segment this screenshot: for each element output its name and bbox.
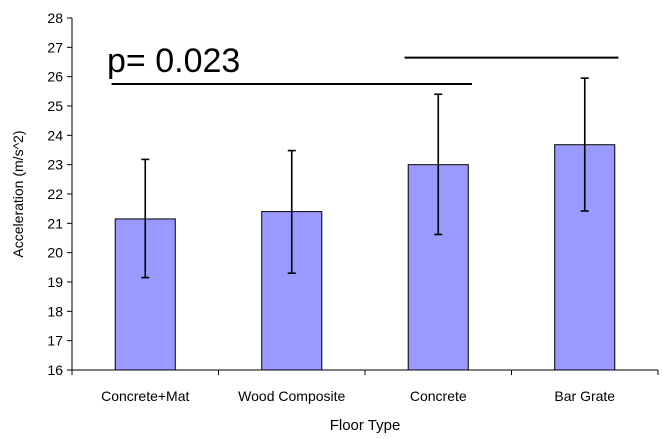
y-tick-label: 18 (47, 303, 63, 319)
y-tick-label: 28 (47, 10, 63, 26)
y-tick-label: 26 (47, 69, 63, 85)
x-labels-layer: Concrete+Mat Wood Composite Concrete Bar Gr… (71, 370, 659, 404)
y-tick-label: 22 (47, 186, 63, 202)
x-category-label: Bar Grate (554, 388, 615, 404)
y-tick-label: 24 (47, 127, 63, 143)
y-tick-label: 19 (47, 274, 63, 290)
y-ticks-layer: 16 17 18 19 20 21 22 23 24 25 26 27 28 (47, 10, 72, 378)
y-axis-title: Acceleration (m/s^2) (10, 130, 26, 257)
y-tick-label: 27 (47, 39, 63, 55)
x-axis-title: Floor Type (330, 417, 401, 434)
x-category-label: Concrete (410, 388, 467, 404)
bars-layer (114, 144, 616, 371)
error-bars-layer (141, 77, 589, 279)
x-category-label: Concrete+Mat (101, 388, 189, 404)
p-value-annotation: p= 0.023 (107, 42, 240, 80)
y-tick-label: 16 (47, 362, 63, 378)
y-tick-label: 21 (47, 215, 63, 231)
y-tick-label: 17 (47, 333, 63, 349)
y-tick-label: 23 (47, 157, 63, 173)
y-tick-label: 25 (47, 98, 63, 114)
y-tick-label: 20 (47, 245, 63, 261)
significance-layer (111, 56, 619, 85)
x-category-label: Wood Composite (238, 388, 345, 404)
